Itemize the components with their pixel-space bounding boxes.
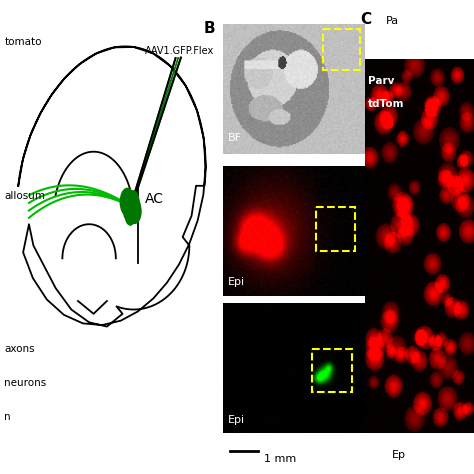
Text: n: n [4,412,11,422]
Text: BF: BF [228,133,242,143]
Text: AAV1.GFP.Flex: AAV1.GFP.Flex [145,46,214,55]
Bar [323,29,359,71]
Circle shape [120,188,135,216]
Text: Epi: Epi [228,415,246,425]
Text: AC: AC [145,192,164,206]
Text: axons: axons [4,344,35,354]
Text: tdTom: tdTom [368,99,404,109]
Text: Parv: Parv [368,76,394,86]
Bar [316,207,355,251]
Text: Ep: Ep [392,450,406,460]
Text: neurons: neurons [4,378,47,388]
Circle shape [123,191,140,223]
Text: Pa: Pa [386,16,399,26]
Circle shape [126,206,135,225]
Circle shape [128,200,141,223]
Text: B: B [204,21,216,36]
Bar [312,349,352,392]
Text: tomato: tomato [4,37,42,47]
Text: Epi: Epi [228,277,246,287]
Text: C: C [360,12,371,27]
Text: allosum: allosum [4,191,46,201]
Circle shape [129,191,138,208]
Text: 1 mm: 1 mm [264,454,296,465]
